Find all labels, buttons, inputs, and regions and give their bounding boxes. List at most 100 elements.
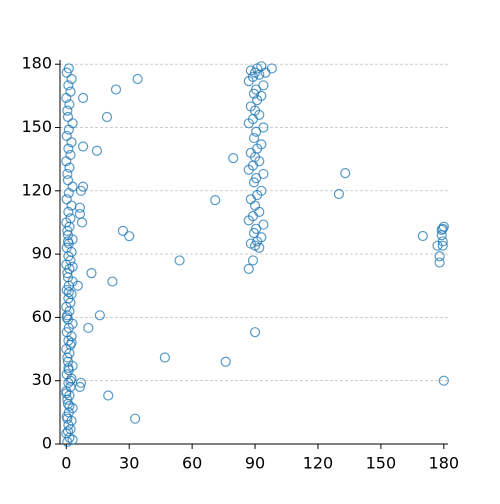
point xyxy=(247,255,259,266)
point xyxy=(62,105,73,116)
point xyxy=(61,194,72,205)
point xyxy=(67,434,78,445)
point xyxy=(62,175,74,186)
point xyxy=(249,327,261,338)
point xyxy=(254,206,265,218)
point xyxy=(258,122,269,133)
point xyxy=(62,413,73,424)
x-tick-label: 30 xyxy=(119,454,139,473)
point xyxy=(65,149,76,161)
point xyxy=(64,99,75,110)
point xyxy=(63,143,74,154)
point xyxy=(94,310,105,321)
point xyxy=(256,185,267,196)
point xyxy=(62,236,74,247)
point xyxy=(245,65,256,76)
point xyxy=(65,375,76,386)
point xyxy=(77,141,89,152)
point xyxy=(258,80,269,91)
point xyxy=(245,194,256,205)
x-tick-label: 120 xyxy=(303,454,334,473)
point xyxy=(64,162,75,173)
point xyxy=(258,168,269,180)
point xyxy=(103,390,114,401)
x-tick-label: 0 xyxy=(61,454,71,473)
point xyxy=(66,137,77,148)
point xyxy=(417,230,428,242)
point xyxy=(438,375,449,386)
point xyxy=(83,322,94,334)
y-tick-label: 150 xyxy=(21,117,52,136)
point xyxy=(260,67,271,78)
point xyxy=(64,400,75,412)
point xyxy=(228,153,239,164)
point xyxy=(65,86,76,97)
point xyxy=(258,219,269,230)
point xyxy=(63,206,74,218)
point xyxy=(129,413,141,424)
point xyxy=(437,240,448,251)
point xyxy=(434,257,445,268)
point xyxy=(245,101,256,112)
point xyxy=(66,73,77,85)
point xyxy=(243,263,254,274)
point xyxy=(72,280,83,291)
point xyxy=(249,200,261,211)
x-tick-label: 150 xyxy=(366,454,397,473)
point xyxy=(256,90,267,101)
point xyxy=(63,362,74,374)
point xyxy=(437,236,448,247)
y-tick-label: 0 xyxy=(42,434,52,453)
point xyxy=(210,194,221,206)
point xyxy=(66,337,77,348)
point xyxy=(61,388,72,399)
point xyxy=(159,352,170,363)
point xyxy=(63,80,74,91)
point xyxy=(117,225,129,237)
point xyxy=(436,224,447,235)
point xyxy=(434,251,445,262)
point xyxy=(67,261,78,272)
x-tick-label: 60 xyxy=(182,454,202,473)
point xyxy=(124,231,135,242)
point xyxy=(65,213,76,224)
point xyxy=(75,185,87,196)
point xyxy=(74,208,86,220)
point xyxy=(333,188,345,200)
point xyxy=(220,356,231,367)
point xyxy=(63,286,74,298)
y-tick-label: 60 xyxy=(32,307,52,326)
point xyxy=(248,132,260,144)
point xyxy=(132,73,143,85)
y-tick-label: 120 xyxy=(21,180,52,199)
point xyxy=(63,63,74,74)
point xyxy=(75,377,87,388)
y-tick-label: 180 xyxy=(21,54,52,73)
point xyxy=(86,267,97,279)
point xyxy=(61,130,72,142)
point xyxy=(76,217,88,228)
point xyxy=(174,255,185,266)
point xyxy=(340,167,351,179)
point xyxy=(61,312,72,323)
point xyxy=(436,230,447,241)
x-tick-label: 180 xyxy=(429,454,460,473)
point xyxy=(437,223,448,234)
point xyxy=(62,168,73,180)
y-tick-label: 30 xyxy=(32,370,52,389)
point xyxy=(62,111,74,123)
x-tick-label: 90 xyxy=(245,454,265,473)
point xyxy=(110,84,122,95)
point xyxy=(77,92,89,104)
point xyxy=(107,276,118,287)
y-tick-label: 90 xyxy=(32,244,52,263)
point xyxy=(74,202,86,213)
point xyxy=(74,381,86,393)
point xyxy=(266,63,277,74)
point xyxy=(245,238,256,249)
point xyxy=(91,145,103,156)
point xyxy=(62,426,74,437)
point xyxy=(101,111,113,123)
point xyxy=(256,139,267,150)
